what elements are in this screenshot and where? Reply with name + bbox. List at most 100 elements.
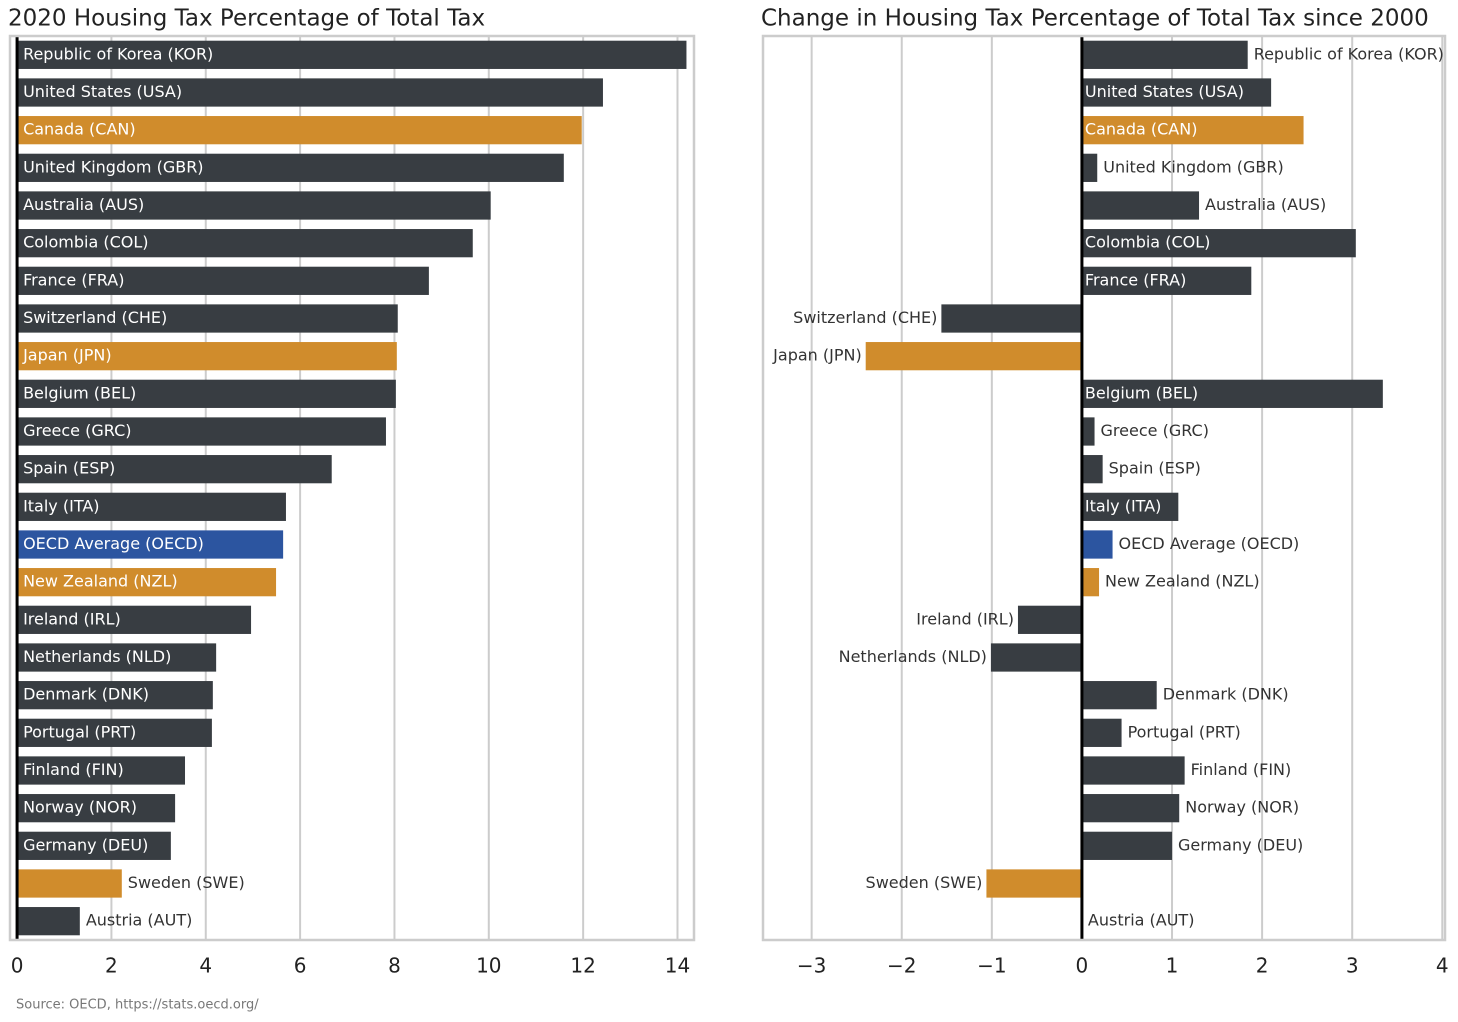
bar-label: France (FRA) [23, 270, 124, 289]
bar-label: OECD Average (OECD) [23, 534, 204, 553]
bar [1081, 568, 1100, 597]
bar-label: Ireland (IRL) [23, 609, 121, 628]
bar-label: Denmark (DNK) [1163, 685, 1289, 704]
bar-label: Belgium (BEL) [1085, 383, 1198, 402]
x-tick-label: 0 [11, 954, 24, 978]
bar-label: Ireland (IRL) [916, 609, 1014, 628]
bar [941, 304, 1082, 333]
bar-label: Austria (AUT) [86, 911, 193, 930]
bar [1081, 229, 1356, 258]
bar-label: Sweden (SWE) [128, 873, 245, 892]
bar [17, 869, 122, 898]
bar [17, 304, 398, 333]
x-tick-label: 0 [1076, 954, 1089, 978]
bar [17, 605, 252, 634]
bar [17, 379, 396, 408]
bar [17, 681, 213, 710]
chart-title: Change in Housing Tax Percentage of Tota… [761, 6, 1429, 32]
bar [17, 831, 171, 860]
bar-label: Belgium (BEL) [23, 383, 136, 402]
bar [1017, 605, 1082, 634]
chart-title: 2020 Housing Tax Percentage of Total Tax [8, 6, 485, 32]
bar [17, 568, 277, 597]
bar [17, 191, 491, 220]
bar-label: Denmark (DNK) [23, 685, 149, 704]
bar-label: Finland (FIN) [1191, 760, 1292, 779]
bar [17, 794, 176, 823]
plot-frame [8, 34, 696, 942]
bar [1081, 191, 1200, 220]
bar [17, 342, 397, 371]
bar-label: Germany (DEU) [23, 835, 148, 854]
bar [986, 869, 1082, 898]
x-tick-label: −1 [977, 954, 1006, 978]
bar [1081, 718, 1122, 747]
bar-label: New Zealand (NZL) [23, 572, 178, 591]
bar [1081, 681, 1157, 710]
x-tick-label: 6 [294, 954, 307, 978]
bar [17, 643, 217, 672]
bar-label: Germany (DEU) [1178, 835, 1303, 854]
x-tick-label: 10 [476, 954, 501, 978]
bar [1081, 153, 1098, 182]
bar-label: Republic of Korea (KOR) [23, 44, 213, 63]
x-tick-label: 12 [570, 954, 595, 978]
bar-label: United States (USA) [23, 82, 182, 101]
bar [1081, 266, 1252, 295]
bar [1081, 492, 1179, 521]
bar-label: Australia (AUS) [1205, 195, 1326, 214]
bar [17, 116, 582, 145]
source-note: Source: OECD, https://stats.oecd.org/ [16, 998, 259, 1013]
bar-label: New Zealand (NZL) [1105, 572, 1260, 591]
bar-label: Spain (ESP) [1109, 459, 1201, 478]
bar-label: Colombia (COL) [23, 233, 148, 252]
x-tick-label: 8 [388, 954, 401, 978]
x-tick-label: −2 [887, 954, 916, 978]
bar [1081, 455, 1103, 484]
x-tick-label: 2 [1256, 954, 1269, 978]
bar [17, 455, 332, 484]
bar-label: Portugal (PRT) [23, 722, 136, 741]
x-tick-label: 1 [1166, 954, 1179, 978]
bar-label: France (FRA) [1085, 270, 1186, 289]
bar-label: Finland (FIN) [23, 760, 124, 779]
bar-label: United Kingdom (GBR) [23, 157, 203, 176]
bar [17, 153, 564, 182]
bar-label: United States (USA) [1085, 82, 1244, 101]
bar-label: Canada (CAN) [23, 120, 136, 139]
bar [1081, 78, 1272, 107]
x-tick-label: 4 [1436, 954, 1449, 978]
plot-frame [761, 34, 1447, 942]
bar-label: Italy (ITA) [1085, 496, 1161, 515]
bar-label: Greece (GRC) [1101, 421, 1209, 440]
bar [17, 78, 603, 107]
bar-label: Netherlands (NLD) [23, 647, 171, 666]
bar-label: Australia (AUS) [23, 195, 144, 214]
bar [1081, 794, 1180, 823]
bar [17, 229, 473, 258]
bar-label: Italy (ITA) [23, 496, 99, 515]
bar-label: OECD Average (OECD) [1119, 534, 1300, 553]
bar [990, 643, 1082, 672]
bar-label: Japan (JPN) [772, 346, 862, 365]
x-tick-label: 2 [105, 954, 118, 978]
x-tick-label: 14 [665, 954, 690, 978]
bar [1081, 40, 1248, 69]
bar-label: Colombia (COL) [1085, 233, 1210, 252]
x-tick-label: 4 [199, 954, 212, 978]
bar-label: Portugal (PRT) [1128, 722, 1241, 741]
bar [865, 342, 1082, 371]
bar-label: Norway (NOR) [1185, 798, 1299, 817]
bar [1081, 116, 1304, 145]
bar [1081, 756, 1185, 785]
bar-label: Austria (AUT) [1088, 911, 1195, 930]
bar-label: Switzerland (CHE) [23, 308, 167, 327]
bar [17, 907, 80, 936]
bar [17, 492, 286, 521]
bar-label: Norway (NOR) [23, 798, 137, 817]
bar [17, 756, 186, 785]
bar-label: Japan (JPN) [22, 346, 112, 365]
bar [17, 266, 429, 295]
